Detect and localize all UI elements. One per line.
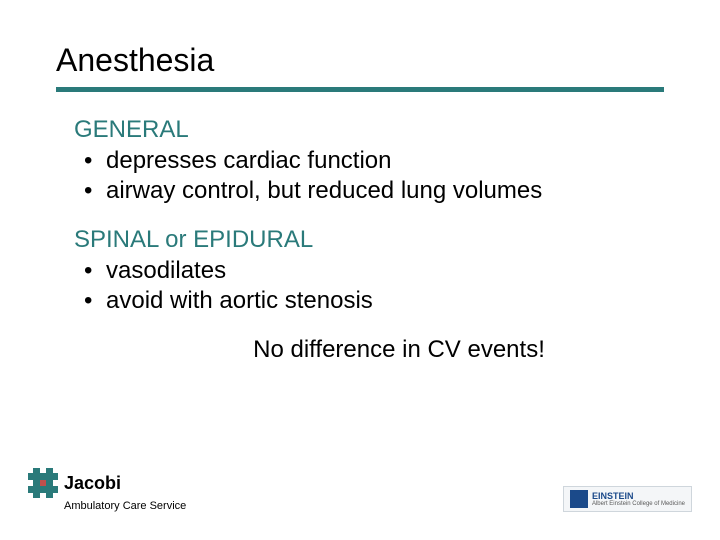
slide: Anesthesia GENERAL depresses cardiac fun… xyxy=(0,0,720,540)
slide-title: Anesthesia xyxy=(56,42,664,79)
bullet-item: avoid with aortic stenosis xyxy=(74,286,664,316)
section1-heading: GENERAL xyxy=(74,116,664,144)
einstein-square-icon xyxy=(570,490,588,508)
einstein-text: EINSTEIN Albert Einstein College of Medi… xyxy=(592,492,685,507)
footer: Jacobi Ambulatory Care Service EINSTEIN … xyxy=(28,468,692,512)
einstein-bottom: Albert Einstein College of Medicine xyxy=(592,501,685,507)
jacobi-name: Jacobi xyxy=(64,473,121,494)
footer-left: Jacobi Ambulatory Care Service xyxy=(28,468,186,512)
bullet-item: vasodilates xyxy=(74,256,664,286)
bullet-item: depresses cardiac function xyxy=(74,146,664,176)
content-area: GENERAL depresses cardiac function airwa… xyxy=(56,116,664,364)
jacobi-mark-icon xyxy=(28,468,58,498)
section1-bullets: depresses cardiac function airway contro… xyxy=(74,146,664,206)
section2-heading: SPINAL or EPIDURAL xyxy=(74,226,664,254)
callout-text: No difference in CV events! xyxy=(74,336,664,364)
einstein-logo: EINSTEIN Albert Einstein College of Medi… xyxy=(563,486,692,512)
einstein-top: EINSTEIN xyxy=(592,492,685,501)
bullet-item: airway control, but reduced lung volumes xyxy=(74,176,664,206)
jacobi-logo: Jacobi xyxy=(28,468,121,498)
section2-bullets: vasodilates avoid with aortic stenosis xyxy=(74,256,664,316)
footer-subtitle: Ambulatory Care Service xyxy=(64,500,186,512)
title-rule xyxy=(56,87,664,92)
